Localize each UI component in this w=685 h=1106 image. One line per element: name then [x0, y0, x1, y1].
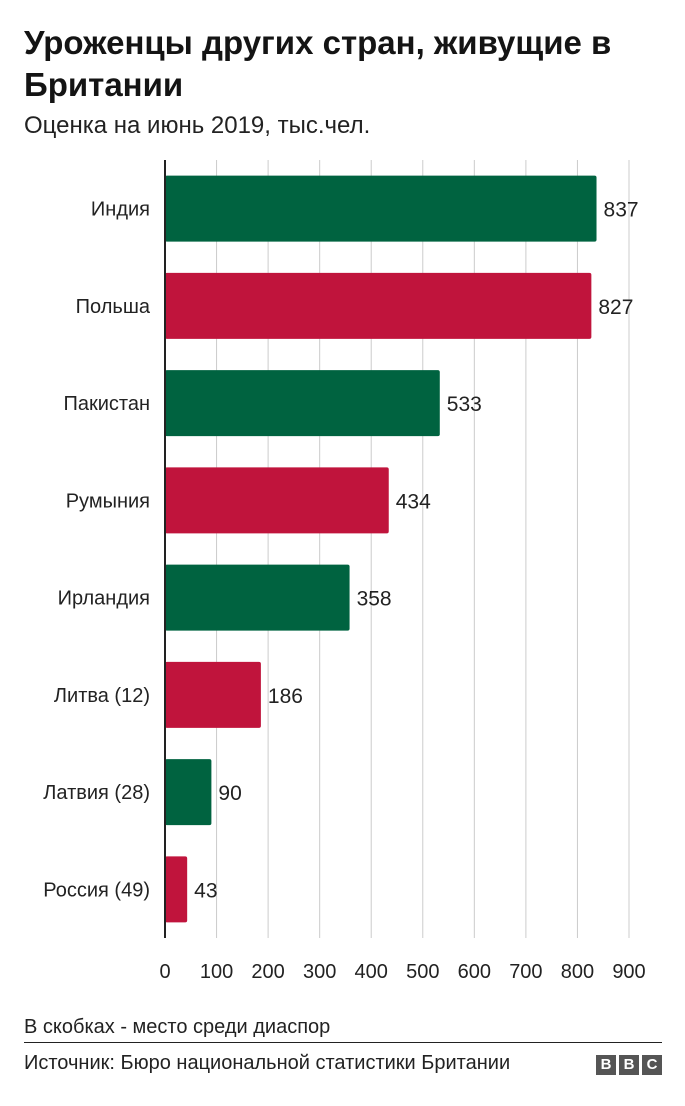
- value-label: 837: [604, 199, 639, 222]
- bbc-logo-letter: C: [642, 1055, 662, 1075]
- bar: [165, 759, 212, 826]
- bar: [165, 661, 261, 728]
- bar: [165, 272, 592, 339]
- category-label: Ирландия: [58, 588, 150, 610]
- category-label: Пакистан: [63, 393, 150, 415]
- value-label: 434: [396, 490, 431, 513]
- category-label: Румыния: [66, 490, 150, 512]
- x-tick-label: 300: [303, 961, 336, 983]
- chart-title: Уроженцы других стран, живущие в Британи…: [24, 24, 612, 103]
- category-label: Индия: [91, 199, 150, 221]
- value-label: 186: [268, 685, 303, 708]
- value-label: 358: [357, 588, 392, 611]
- x-tick-label: 700: [509, 961, 542, 983]
- bar: [165, 370, 440, 437]
- bar: [165, 175, 597, 242]
- source-note: Источник: Бюро национальной статистики Б…: [24, 1052, 511, 1074]
- x-tick-label: 600: [458, 961, 491, 983]
- bar: [165, 856, 188, 923]
- value-label: 90: [218, 782, 241, 805]
- footnote: В скобках - место среди диаспор: [24, 1016, 331, 1038]
- category-label: Польша: [76, 296, 151, 318]
- x-tick-label: 0: [159, 961, 170, 983]
- x-tick-label: 200: [251, 961, 284, 983]
- bar-chart: Индия 837 Польша 827 Пакистан 533 Румыния 434 Ир…: [43, 160, 646, 983]
- footer-divider: [24, 1042, 662, 1043]
- bbc-logo: B B C: [596, 1055, 662, 1075]
- value-label: 43: [194, 879, 217, 902]
- bar: [165, 564, 350, 631]
- x-tick-label: 400: [355, 961, 388, 983]
- value-label: 533: [447, 393, 482, 416]
- chart-subtitle: Оценка на июнь 2019, тыс.чел.: [24, 112, 371, 139]
- x-tick-label: 500: [406, 961, 439, 983]
- x-tick-label: 100: [200, 961, 233, 983]
- bbc-logo-letter: B: [619, 1055, 639, 1075]
- x-tick-label: 900: [612, 961, 645, 983]
- bbc-logo-letter: B: [596, 1055, 616, 1075]
- value-label: 827: [598, 296, 633, 319]
- category-label: Россия (49): [43, 879, 150, 901]
- category-label: Латвия (28): [43, 782, 150, 804]
- category-label: Литва (12): [54, 685, 150, 707]
- bar: [165, 467, 389, 534]
- x-tick-label: 800: [561, 961, 594, 983]
